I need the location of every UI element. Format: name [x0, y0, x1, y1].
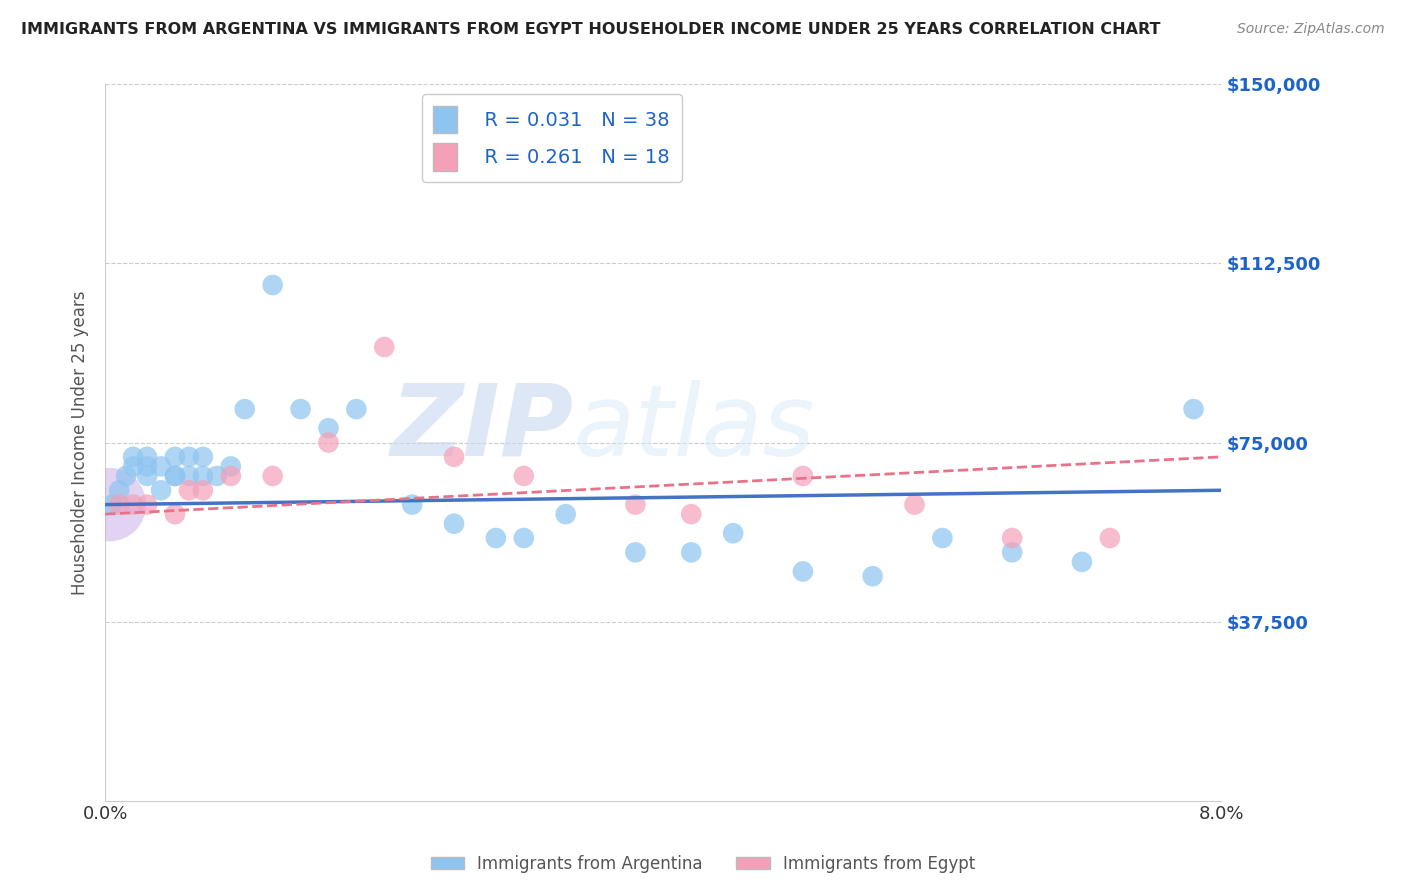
Point	[136, 459, 159, 474]
Point	[150, 483, 173, 498]
Y-axis label: Householder Income Under 25 years: Householder Income Under 25 years	[72, 290, 89, 595]
Point	[122, 459, 145, 474]
Point	[108, 498, 131, 512]
Legend:   R = 0.031   N = 38,   R = 0.261   N = 18: R = 0.031 N = 38, R = 0.261 N = 18	[422, 95, 682, 182]
Point	[262, 469, 284, 483]
Point	[163, 450, 186, 464]
Point	[98, 498, 121, 512]
Point	[136, 450, 159, 464]
Text: atlas: atlas	[574, 380, 815, 476]
Text: IMMIGRANTS FROM ARGENTINA VS IMMIGRANTS FROM EGYPT HOUSEHOLDER INCOME UNDER 25 Y: IMMIGRANTS FROM ARGENTINA VS IMMIGRANTS …	[21, 22, 1160, 37]
Point	[862, 569, 884, 583]
Point	[191, 450, 214, 464]
Point	[373, 340, 395, 354]
Point	[318, 435, 340, 450]
Point	[177, 469, 200, 483]
Point	[792, 565, 814, 579]
Point	[101, 498, 124, 512]
Point	[163, 469, 186, 483]
Point	[1098, 531, 1121, 545]
Point	[163, 507, 186, 521]
Point	[931, 531, 953, 545]
Point	[344, 402, 367, 417]
Point	[177, 483, 200, 498]
Text: Source: ZipAtlas.com: Source: ZipAtlas.com	[1237, 22, 1385, 37]
Text: ZIP: ZIP	[391, 380, 574, 476]
Point	[318, 421, 340, 435]
Point	[1182, 402, 1205, 417]
Point	[513, 469, 536, 483]
Point	[513, 531, 536, 545]
Point	[721, 526, 744, 541]
Point	[443, 516, 465, 531]
Point	[903, 498, 925, 512]
Point	[681, 545, 703, 559]
Point	[624, 545, 647, 559]
Point	[681, 507, 703, 521]
Point	[443, 450, 465, 464]
Point	[108, 483, 131, 498]
Point	[1001, 531, 1024, 545]
Point	[163, 469, 186, 483]
Point	[177, 450, 200, 464]
Point	[219, 469, 242, 483]
Point	[122, 498, 145, 512]
Point	[150, 459, 173, 474]
Point	[191, 483, 214, 498]
Point	[115, 469, 138, 483]
Point	[219, 459, 242, 474]
Point	[401, 498, 423, 512]
Point	[792, 469, 814, 483]
Legend: Immigrants from Argentina, Immigrants from Egypt: Immigrants from Argentina, Immigrants fr…	[425, 848, 981, 880]
Point	[1071, 555, 1094, 569]
Point	[233, 402, 256, 417]
Point	[136, 469, 159, 483]
Point	[262, 277, 284, 292]
Point	[290, 402, 312, 417]
Point	[1001, 545, 1024, 559]
Point	[191, 469, 214, 483]
Point	[136, 498, 159, 512]
Point	[554, 507, 576, 521]
Point	[205, 469, 228, 483]
Point	[122, 450, 145, 464]
Point	[624, 498, 647, 512]
Point	[485, 531, 508, 545]
